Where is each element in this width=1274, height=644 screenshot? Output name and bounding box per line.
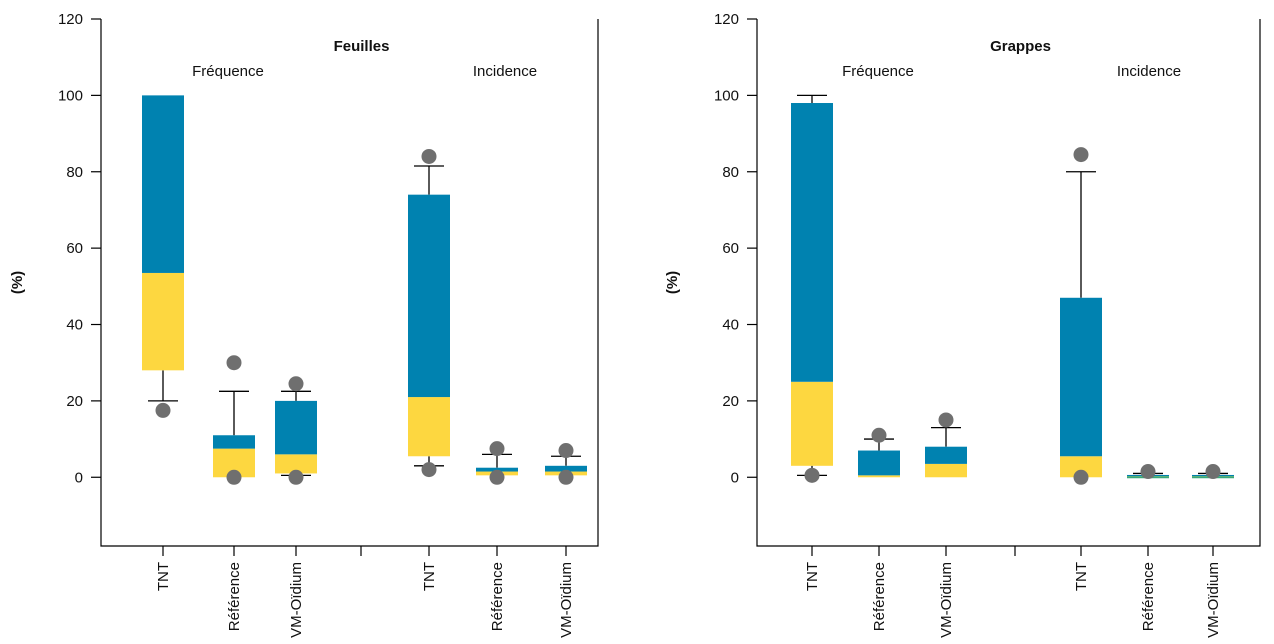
box-lower: [791, 381, 833, 466]
x-tick-label: Référence: [226, 562, 243, 631]
y-tick-label: 40: [722, 317, 739, 334]
group-label: Incidence: [1117, 63, 1181, 80]
x-tick-label: TNT: [421, 562, 438, 591]
y-axis-label: (%): [9, 271, 26, 294]
group-label: Fréquence: [842, 63, 914, 80]
panel-title: Grappes: [990, 38, 1051, 55]
outlier-point: [226, 469, 242, 485]
outlier-point: [1073, 469, 1089, 485]
y-tick-label: 120: [714, 11, 739, 28]
y-tick-label: 60: [722, 240, 739, 257]
x-tick-label: TNT: [1073, 562, 1090, 591]
outlier-point: [804, 467, 820, 483]
outlier-point: [489, 469, 505, 485]
box-upper: [213, 435, 255, 449]
outlier-point: [871, 427, 887, 443]
outlier-point: [1140, 464, 1156, 480]
y-axis-label: (%): [664, 271, 681, 294]
y-tick-label: 100: [58, 87, 83, 104]
x-tick-label: TNT: [155, 562, 172, 591]
outlier-point: [288, 376, 304, 392]
outlier-point: [226, 355, 242, 371]
x-tick-label: TNT: [804, 562, 821, 591]
x-tick-label: Référence: [489, 562, 506, 631]
x-tick-label: VM-Oïdium: [1205, 562, 1222, 638]
x-tick-label: VM-Oïdium: [558, 562, 575, 638]
box-lower: [1060, 456, 1102, 478]
box-upper: [1060, 297, 1102, 457]
y-tick-label: 100: [714, 87, 739, 104]
y-tick-label: 40: [66, 317, 83, 334]
box-lower: [858, 475, 900, 478]
axes-frame: [100, 19, 599, 547]
box-lower: [275, 454, 317, 474]
outlier-point: [558, 443, 574, 459]
box-lower: [142, 272, 184, 371]
y-tick-label: 120: [58, 11, 83, 28]
axes-frame: [756, 19, 1261, 547]
outlier-point: [1073, 147, 1089, 163]
box-upper: [545, 465, 587, 472]
panel-grappes: 0 20 40 60 80 100 120 (%) Grappes Fréquence Incide…: [664, 11, 1261, 638]
box-upper: [858, 450, 900, 476]
panel-feuilles: 0 20 40 60 80 100 120 (%) Feuilles Fréquence Incid…: [9, 11, 599, 638]
y-tick-label: 80: [66, 164, 83, 181]
outlier-point: [421, 462, 437, 478]
box-upper: [142, 95, 184, 273]
box-upper: [408, 194, 450, 398]
box-upper: [275, 400, 317, 455]
box-upper: [791, 103, 833, 382]
y-tick-label: 0: [75, 469, 83, 486]
box-lower: [925, 463, 967, 478]
y-tick-label: 80: [722, 164, 739, 181]
y-tick-label: 20: [66, 393, 83, 410]
y-tick-label: 0: [731, 469, 739, 486]
y-tick-label: 60: [66, 240, 83, 257]
outlier-point: [421, 148, 437, 164]
box-upper: [925, 446, 967, 464]
group-label: Fréquence: [192, 63, 264, 80]
box-upper: [476, 467, 518, 472]
x-tick-label: Référence: [1140, 562, 1157, 631]
x-tick-label: Référence: [871, 562, 888, 631]
outlier-point: [155, 402, 171, 418]
outlier-point: [489, 441, 505, 457]
box-lower: [408, 397, 450, 457]
x-tick-label: VM-Oïdium: [938, 562, 955, 638]
outlier-point: [558, 469, 574, 485]
panel-title: Feuilles: [334, 38, 390, 55]
outlier-point: [938, 412, 954, 428]
x-tick-label: VM-Oïdium: [288, 562, 305, 638]
outlier-point: [1205, 464, 1221, 480]
group-label: Incidence: [473, 63, 537, 80]
y-tick-label: 20: [722, 393, 739, 410]
outlier-point: [288, 469, 304, 485]
